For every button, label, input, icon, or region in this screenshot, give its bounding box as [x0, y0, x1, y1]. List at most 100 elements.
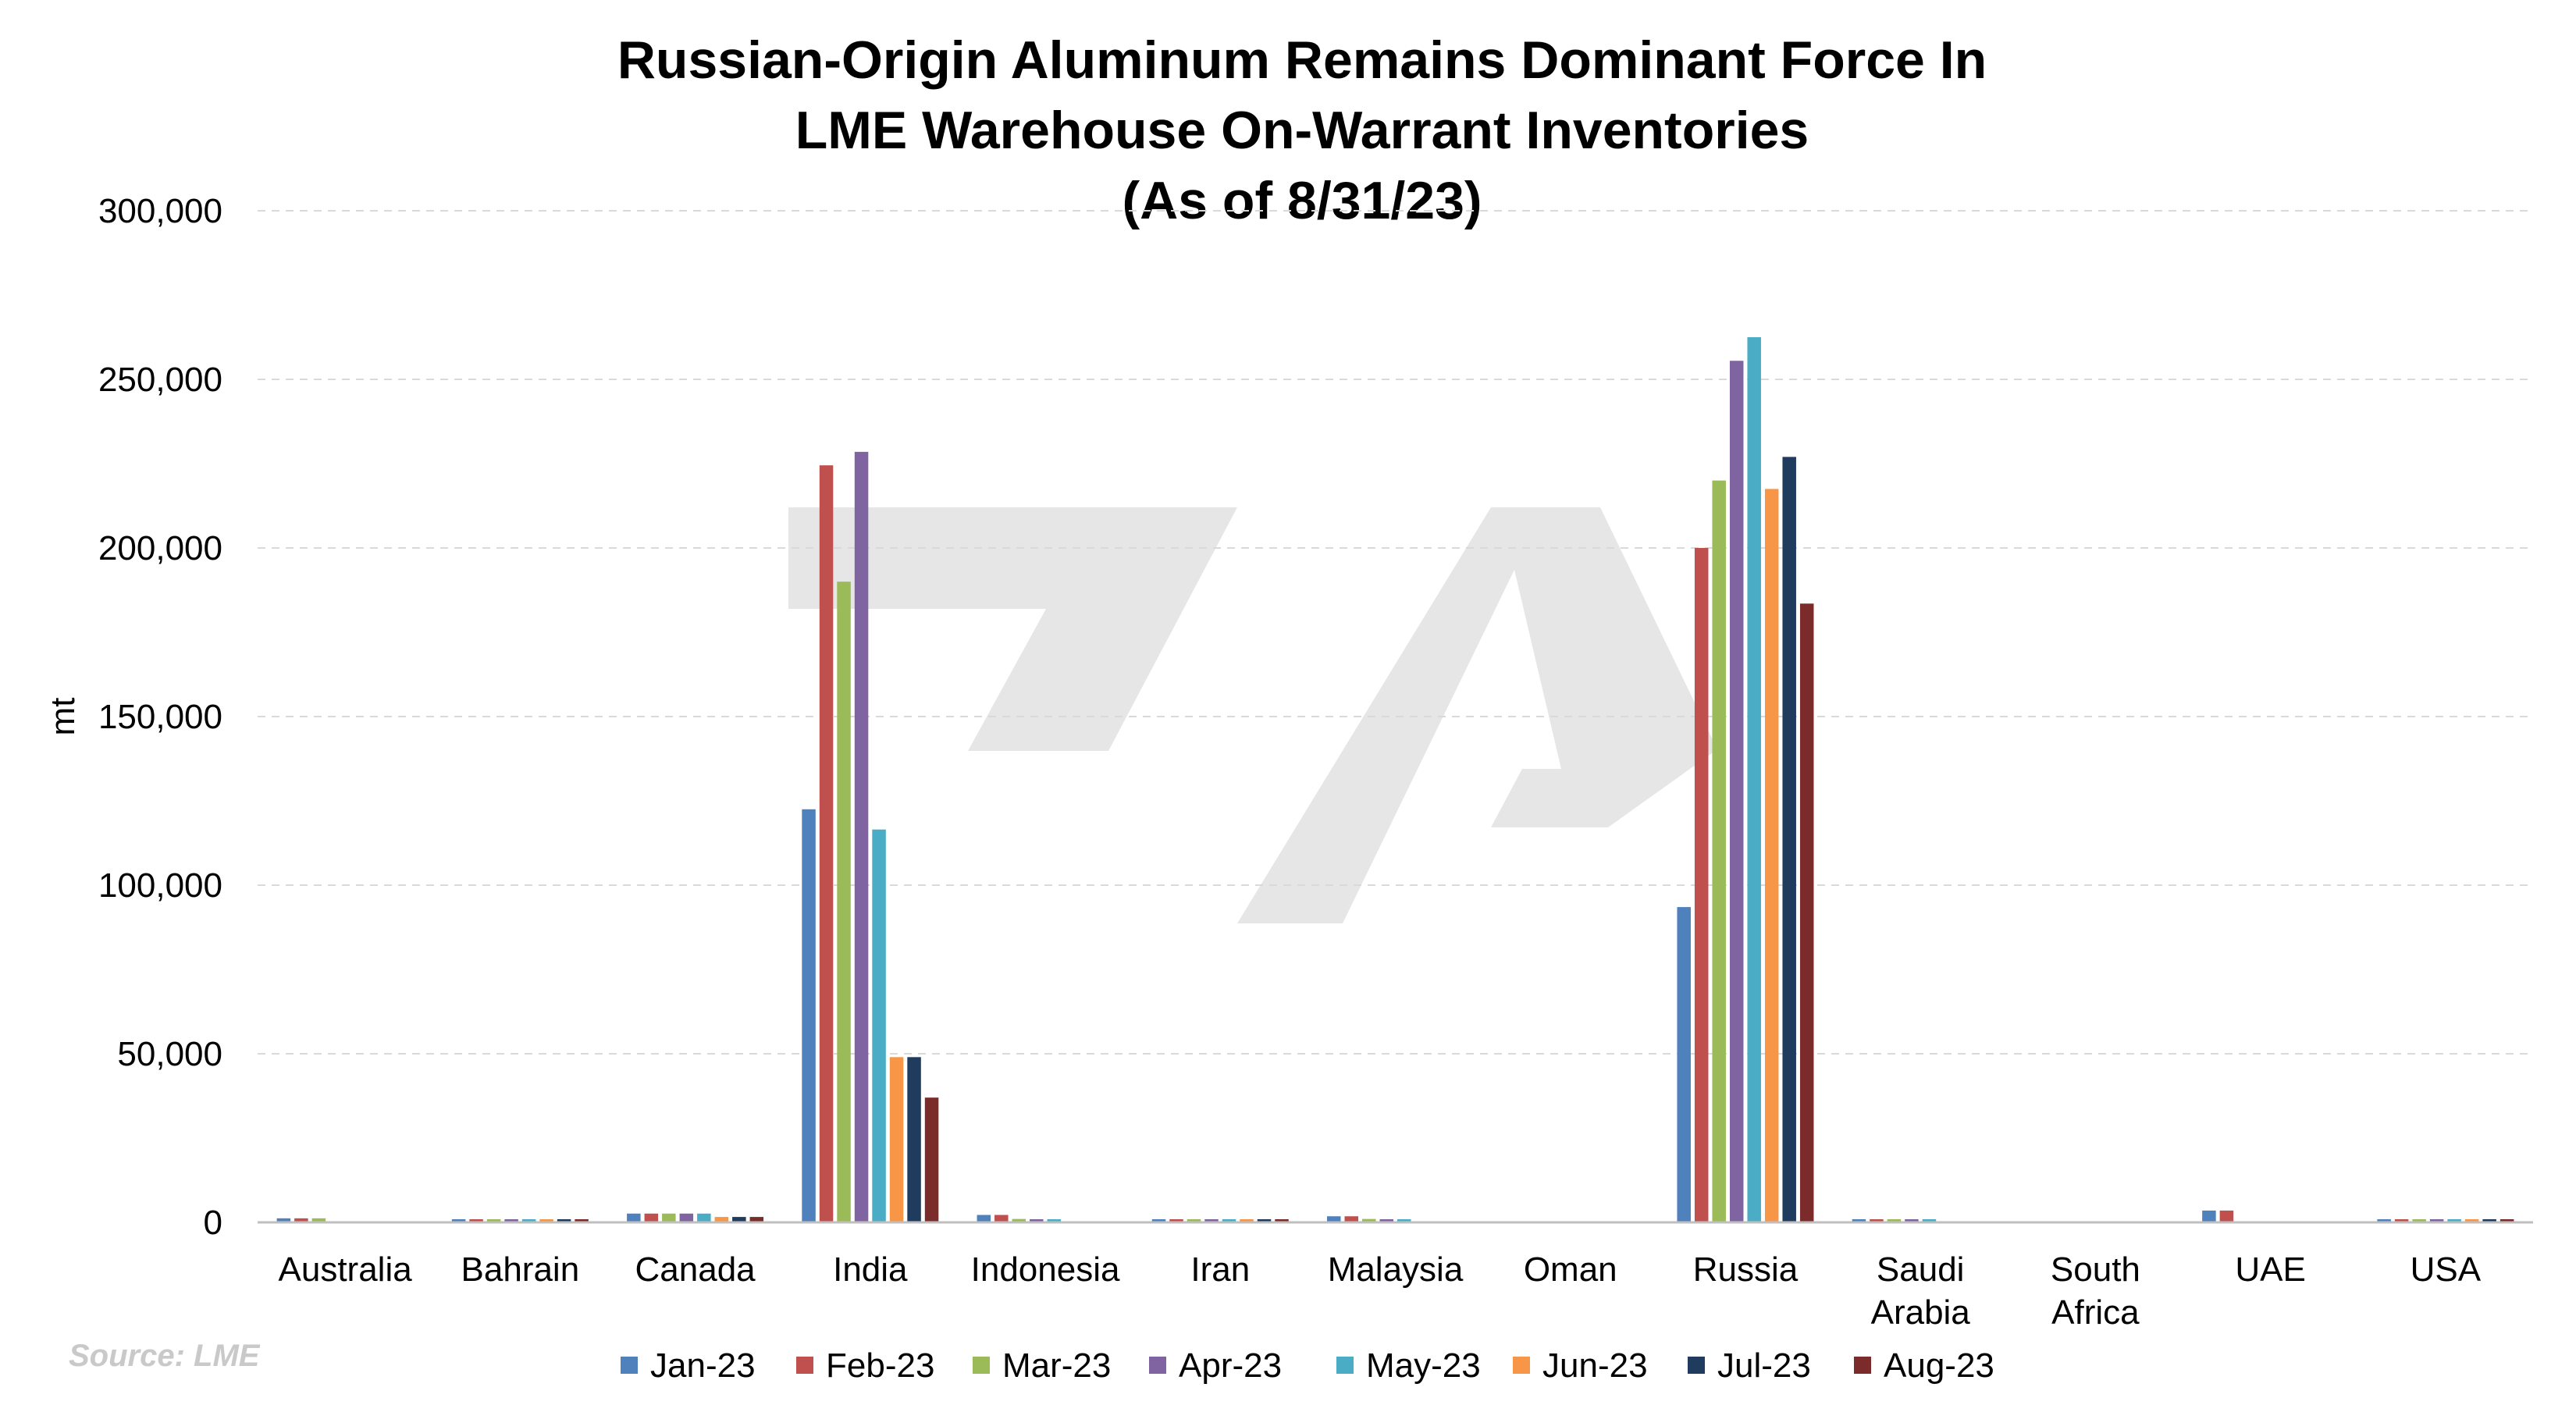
bar: [1151, 1219, 1166, 1222]
bar: [1905, 1219, 1919, 1222]
bar: [1047, 1219, 1062, 1222]
bar: [714, 1217, 729, 1222]
bar: [1204, 1219, 1219, 1222]
bar: [802, 809, 816, 1222]
bar: [1852, 1219, 1866, 1222]
x-category-label-line: USA: [2411, 1250, 2482, 1289]
bar: [1922, 1219, 1937, 1222]
bar: [2394, 1219, 2409, 1222]
bar: [1799, 603, 1814, 1222]
bar: [732, 1217, 746, 1222]
x-category-label-line: Australia: [279, 1250, 413, 1289]
bar: [679, 1213, 694, 1222]
bar: [1677, 907, 1691, 1222]
x-category-label: UAE: [2235, 1250, 2305, 1289]
legend-label: Feb-23: [826, 1346, 934, 1385]
y-axis-label: mt: [44, 698, 82, 736]
bar: [819, 465, 834, 1222]
x-category-label-line: Bahrain: [461, 1250, 580, 1289]
x-category-label: Saudi Arabia: [1871, 1250, 1971, 1332]
legend-swatch: [973, 1357, 990, 1374]
bar: [2219, 1210, 2234, 1222]
x-category-label-line: India: [833, 1250, 908, 1289]
bar: [1747, 337, 1761, 1222]
bar: [994, 1215, 1009, 1222]
bar: [294, 1218, 308, 1222]
legend-label: Mar-23: [1002, 1346, 1111, 1385]
x-category-label: Bahrain: [461, 1250, 580, 1289]
bar: [1870, 1219, 1884, 1222]
y-tick-label: 50,000: [117, 1035, 222, 1073]
bar: [854, 451, 869, 1222]
x-category-label-line: Canada: [635, 1250, 756, 1289]
x-category-label: USA: [2411, 1250, 2482, 1289]
x-category-label-line: Malaysia: [1328, 1250, 1464, 1289]
legend-swatch: [1513, 1357, 1530, 1374]
bar: [311, 1218, 326, 1222]
bar: [627, 1213, 641, 1222]
bar: [1782, 457, 1796, 1222]
x-category-label: Iran: [1190, 1250, 1250, 1289]
legend-label: Jun-23: [1542, 1346, 1648, 1385]
x-axis-categories: Australia Bahrain Canada India Indonesia Iran…: [279, 1250, 2482, 1332]
bar: [837, 582, 851, 1222]
bar: [644, 1213, 659, 1222]
chart-title-line: LME Warehouse On-Warrant Inventories: [795, 101, 1809, 160]
y-tick-label: 150,000: [98, 698, 222, 736]
y-tick-label: 200,000: [98, 529, 222, 567]
x-category-label: Australia: [279, 1250, 413, 1289]
bar: [977, 1215, 991, 1222]
bar: [1397, 1219, 1411, 1222]
legend-swatch: [1854, 1357, 1871, 1374]
chart-title-line: Russian-Origin Aluminum Remains Dominant…: [617, 30, 1987, 90]
x-category-label-line: Saudi: [1877, 1250, 1965, 1289]
x-category-label-line: UAE: [2235, 1250, 2305, 1289]
bar: [2447, 1219, 2461, 1222]
x-category-label: Malaysia: [1328, 1250, 1464, 1289]
bar: [2482, 1219, 2496, 1222]
source-note: Source: LME: [69, 1339, 261, 1373]
x-category-label: India: [833, 1250, 908, 1289]
bar: [662, 1213, 676, 1222]
bar: [749, 1217, 764, 1222]
legend-swatch: [1688, 1357, 1705, 1374]
x-category-label: Indonesia: [971, 1250, 1120, 1289]
bar: [1222, 1219, 1236, 1222]
bar: [1275, 1219, 1289, 1222]
x-category-label-line: Indonesia: [971, 1250, 1120, 1289]
x-category-label: South Africa: [2051, 1250, 2140, 1332]
y-tick-label: 0: [204, 1204, 222, 1242]
x-category-label-line: Iran: [1190, 1250, 1250, 1289]
bar: [697, 1213, 711, 1222]
bar: [907, 1057, 921, 1222]
bar: [469, 1219, 483, 1222]
bar: [1030, 1219, 1044, 1222]
bar: [2202, 1210, 2216, 1222]
x-category-label: Canada: [635, 1250, 756, 1289]
y-tick-label: 250,000: [98, 361, 222, 399]
chart-title: Russian-Origin Aluminum Remains Dominant…: [617, 30, 1987, 230]
legend-label: Aug-23: [1884, 1346, 1994, 1385]
legend-label: Jul-23: [1717, 1346, 1811, 1385]
bar: [486, 1219, 501, 1222]
legend-label: May-23: [1366, 1346, 1481, 1385]
chart-title-line: (As of 8/31/23): [1122, 171, 1482, 230]
bar: [1712, 480, 1726, 1222]
bar: [2429, 1219, 2444, 1222]
y-axis-ticks: 0 50,000 100,000 150,000 200,000 250,000 300,0…: [98, 192, 222, 1242]
bar: [575, 1219, 589, 1222]
bar: [1344, 1216, 1358, 1222]
bar: [1240, 1219, 1254, 1222]
legend-label: Jan-23: [650, 1346, 756, 1385]
bar: [276, 1218, 291, 1222]
bar: [1327, 1216, 1341, 1222]
legend-label: Apr-23: [1179, 1346, 1282, 1385]
legend-swatch: [621, 1357, 638, 1374]
bar: [2412, 1219, 2426, 1222]
bar: [1379, 1219, 1393, 1222]
bar: [2464, 1219, 2479, 1222]
bar: [504, 1219, 518, 1222]
legend: Jan-23 Feb-23 Mar-23 Apr-23 May-23 Jun-23 Jul-…: [621, 1346, 1994, 1385]
bar: [1169, 1219, 1183, 1222]
